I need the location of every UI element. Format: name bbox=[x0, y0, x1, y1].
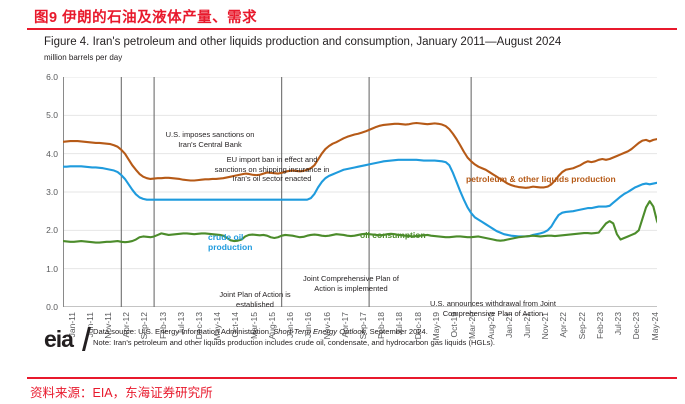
jcpoa-implemented-line: Joint Comprehensive Plan of bbox=[303, 274, 399, 283]
y-axis-tick-label: 6.0 bbox=[46, 72, 58, 82]
y-axis-tick-label: 4.0 bbox=[46, 148, 58, 159]
source-citation: 资料来源：EIA，东海证券研究所 bbox=[30, 386, 213, 400]
joint-plan-of-action-line: Joint Plan of Action is bbox=[219, 290, 291, 299]
jcpoa-implemented-line: Action is implemented bbox=[314, 283, 388, 293]
page-title: 图9 伊朗的石油及液体产量、需求 bbox=[34, 10, 258, 26]
footer-data-source: Data source: U.S. Energy Information Adm… bbox=[93, 327, 428, 336]
chart-subtitle: million barrels per day bbox=[44, 53, 123, 62]
annotation-sanctions-central-bank: U.S. imposes sanctions on Iran's Central … bbox=[166, 130, 255, 149]
series-line-petroleum-other-liquids-production bbox=[63, 121, 657, 189]
header-divider bbox=[27, 28, 677, 30]
sanctions-central-bank-line: Iran's Central Bank bbox=[178, 139, 242, 149]
footer-text: Data source: U.S. Energy Information Adm… bbox=[93, 326, 495, 348]
y-axis-tick-label: 3.0 bbox=[46, 187, 58, 197]
series-line-crude-oil-production bbox=[63, 158, 657, 238]
footer-divider bbox=[27, 377, 677, 379]
eu-import-ban-line: sanctions on shipping insurance in bbox=[214, 164, 330, 174]
series-label-oil-consumption: oil consumption bbox=[360, 230, 426, 240]
chart-plot-area: 0.0 1.0 2.0 3.0 4.0 5.0 6.0 Jan-11 Jun-11 Nov-11 A… bbox=[46, 72, 659, 340]
series-label-crude-oil-production: crude oil production bbox=[208, 232, 252, 252]
us-withdrawal-line: U.S. announces withdrawal from Joint bbox=[430, 299, 556, 308]
crude-oil-production-text: production bbox=[208, 242, 253, 252]
joint-plan-of-action-line: established bbox=[236, 299, 274, 309]
annotation-jcpoa-implemented: Joint Comprehensive Plan of Action is imp… bbox=[303, 274, 399, 293]
y-axis-tick-label: 1.0 bbox=[46, 263, 58, 274]
y-axis-tick-label: 0.0 bbox=[46, 302, 58, 312]
figure-container: Figure 4. Iran's petroleum and other liq… bbox=[34, 34, 662, 372]
footer-note: Note: Iran's petroleum and other liquids… bbox=[93, 338, 496, 347]
eia-logo-slash bbox=[82, 327, 91, 351]
eu-import-ban-line: EU import ban in effect and bbox=[226, 155, 318, 164]
eu-import-ban-line: Iran's oil sector enacted bbox=[232, 174, 312, 184]
crude-oil-production-text: crude oil bbox=[208, 232, 244, 242]
annotation-joint-plan-of-action: Joint Plan of Action is established bbox=[219, 290, 290, 309]
y-axis-tick-label: 2.0 bbox=[46, 225, 58, 236]
annotation-eu-import-ban: EU import ban in effect and sanctions on … bbox=[215, 155, 330, 184]
chart-title: Figure 4. Iran's petroleum and other liq… bbox=[44, 36, 562, 48]
us-withdrawal-line: Comprehensive Plan of Action bbox=[442, 308, 544, 318]
eia-logo: eia bbox=[44, 326, 74, 352]
sanctions-central-bank-line: U.S. imposes sanctions on bbox=[165, 130, 255, 139]
series-line-oil-consumption bbox=[63, 200, 657, 244]
chart-footer: eia Data source: U.S. Energy Information… bbox=[44, 326, 656, 366]
annotation-us-withdrawal: U.S. announces withdrawal from Joint Comp… bbox=[430, 299, 556, 318]
y-axis-tick-label: 5.0 bbox=[46, 110, 58, 121]
chart-canvas bbox=[63, 77, 657, 307]
series-label-petroleum-production: petroleum & other liquids production bbox=[466, 174, 616, 184]
